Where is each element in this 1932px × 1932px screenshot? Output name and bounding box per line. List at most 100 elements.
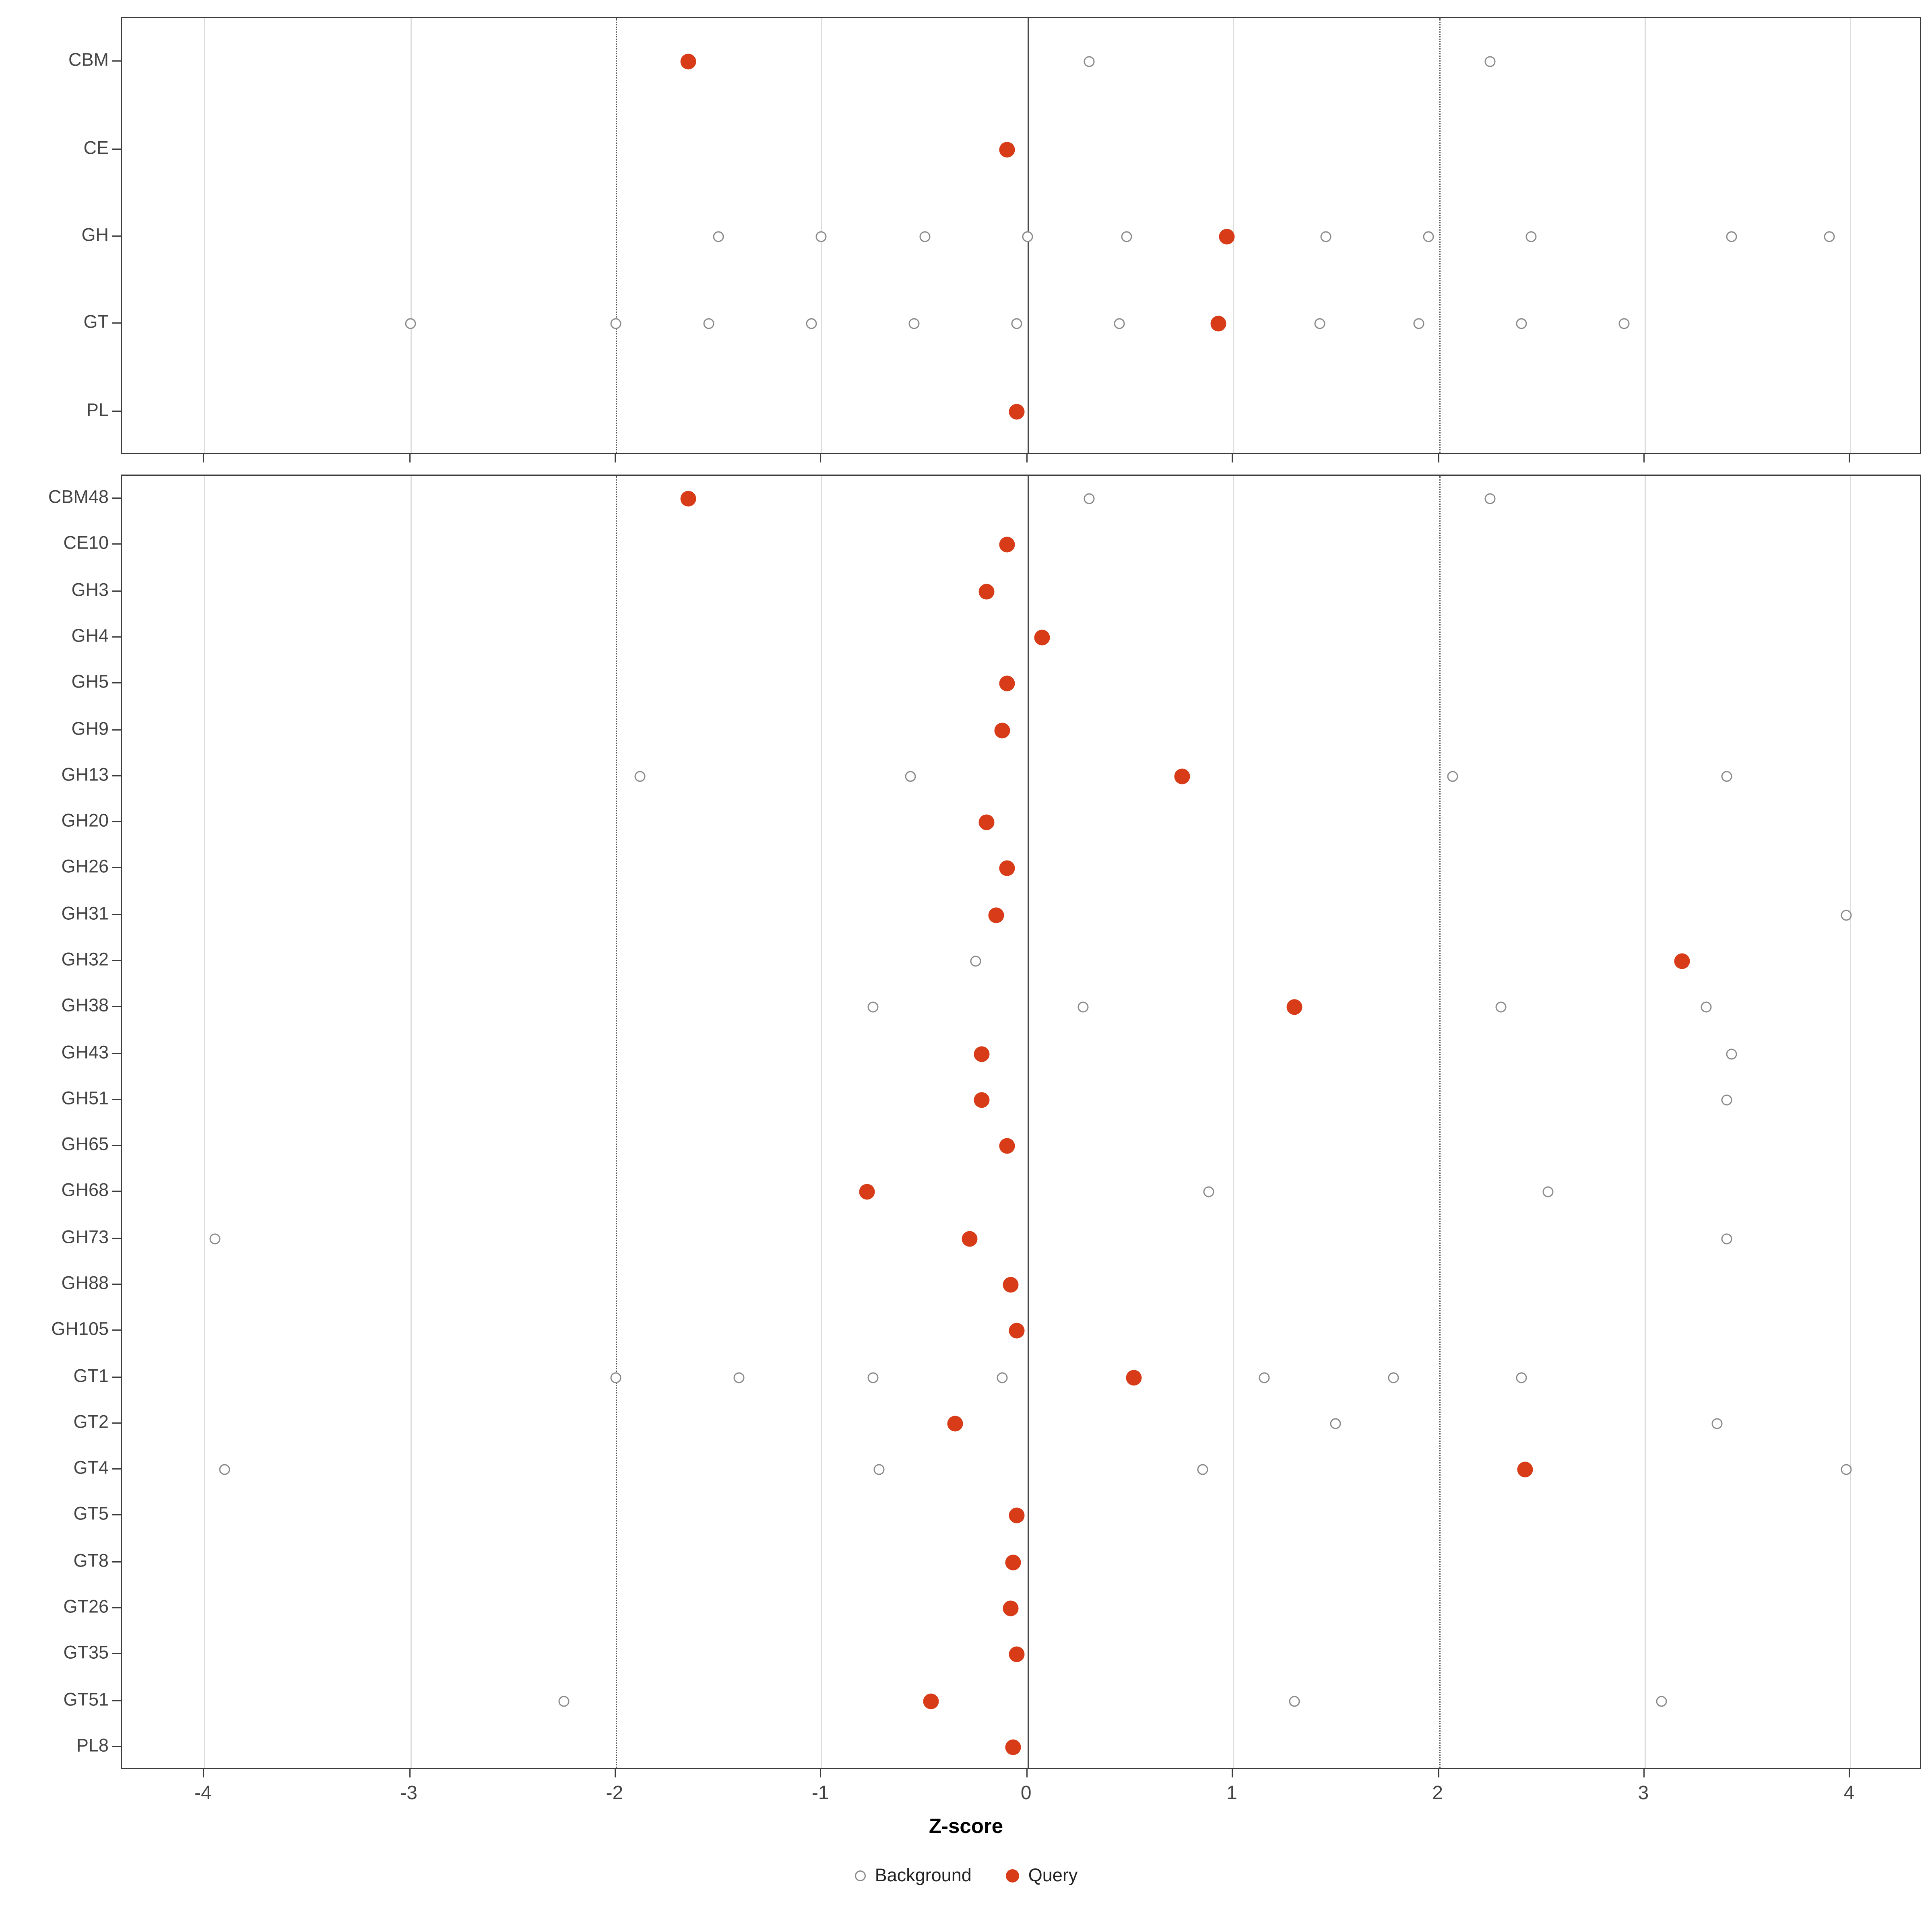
background-point	[635, 771, 646, 782]
background-point	[1484, 493, 1496, 504]
y-axis-tick	[112, 1006, 121, 1007]
background-point	[1121, 231, 1132, 242]
query-point	[1009, 1647, 1025, 1663]
legend-item-query: Query	[1005, 1866, 1077, 1886]
query-point	[999, 537, 1015, 553]
y-axis-label: GH9	[71, 718, 109, 739]
y-axis-tick	[112, 914, 121, 915]
y-axis-tick	[112, 235, 121, 237]
query-point	[1174, 768, 1190, 784]
query-point	[1003, 1277, 1019, 1293]
x-axis-tick	[409, 454, 410, 462]
x-axis-tick	[820, 454, 822, 462]
y-axis-tick	[112, 1237, 121, 1239]
y-axis-label: GH65	[61, 1134, 109, 1155]
y-axis-label: GT26	[63, 1597, 109, 1618]
background-point	[1330, 1418, 1342, 1429]
background-point	[1841, 909, 1852, 921]
y-axis-tick	[112, 1422, 121, 1424]
y-axis-tick	[112, 729, 121, 730]
query-point	[1219, 229, 1235, 245]
background-point	[997, 1372, 1008, 1383]
gridline	[1850, 476, 1852, 1768]
x-axis-tick	[203, 1769, 204, 1777]
y-axis-tick	[112, 544, 121, 545]
background-point	[1841, 1464, 1852, 1475]
y-axis-tick	[112, 1468, 121, 1470]
background-point	[1413, 318, 1424, 330]
background-point	[1824, 231, 1835, 242]
background-point	[873, 1464, 885, 1475]
x-axis-tick-label: -3	[400, 1783, 417, 1804]
query-point	[923, 1693, 939, 1709]
gridline	[1850, 18, 1852, 453]
query-point	[1126, 1369, 1142, 1385]
x-axis-tick	[203, 454, 204, 462]
y-axis-label: GT1	[73, 1366, 109, 1387]
x-axis-tick	[1643, 1769, 1645, 1777]
background-point	[1258, 1372, 1269, 1383]
background-point	[1542, 1187, 1554, 1198]
y-axis-tick	[112, 960, 121, 961]
gridline	[1644, 18, 1646, 453]
background-point	[209, 1233, 220, 1244]
legend: Background Query	[0, 1866, 1932, 1886]
y-axis-tick	[112, 1052, 121, 1054]
background-point	[703, 318, 714, 330]
background-point	[805, 318, 817, 330]
x-axis-tick-label: 0	[1020, 1783, 1032, 1804]
y-axis-tick	[112, 636, 121, 638]
y-axis-label: CE10	[63, 533, 109, 554]
y-axis-label: GH73	[61, 1227, 109, 1248]
y-axis-tick	[112, 821, 121, 823]
query-point	[995, 722, 1011, 738]
query-point	[1005, 1739, 1021, 1755]
background-point	[559, 1695, 570, 1707]
y-axis-label: GT2	[73, 1412, 109, 1433]
gridline	[1644, 476, 1646, 1768]
dotted-reference-line	[1439, 18, 1440, 453]
query-point	[978, 814, 994, 830]
background-point	[1114, 318, 1125, 330]
x-axis-tick	[409, 1769, 410, 1777]
y-axis-label: GH38	[61, 996, 109, 1017]
x-axis-tick-label: 2	[1432, 1783, 1443, 1804]
x-axis-tick	[1849, 1769, 1851, 1777]
y-axis-tick	[112, 775, 121, 776]
background-point	[867, 1002, 879, 1013]
query-point	[999, 676, 1015, 692]
y-axis-tick	[112, 497, 121, 499]
background-point	[970, 956, 981, 967]
query-point	[1003, 1600, 1019, 1616]
dotted-reference-line	[615, 476, 617, 1768]
background-point	[1726, 231, 1737, 242]
y-axis-label: PL	[86, 400, 109, 421]
gridline	[822, 476, 823, 1768]
query-point	[680, 54, 696, 70]
query-point	[1009, 1508, 1025, 1524]
background-point	[1320, 231, 1331, 242]
x-axis-tick	[1232, 454, 1233, 462]
y-axis-tick	[112, 590, 121, 592]
query-point	[999, 861, 1015, 877]
y-axis-tick	[112, 1098, 121, 1100]
y-axis-tick	[112, 1653, 121, 1655]
background-point	[1618, 318, 1630, 330]
query-point	[999, 1138, 1015, 1154]
y-axis-tick	[112, 1515, 121, 1516]
y-axis-label: GT8	[73, 1550, 109, 1571]
query-point	[962, 1230, 978, 1247]
gridline	[410, 476, 411, 1768]
x-axis-tick	[1026, 454, 1028, 462]
gridline	[410, 18, 411, 453]
background-point	[904, 771, 916, 782]
y-axis-tick	[112, 1746, 121, 1747]
y-axis-tick	[112, 1145, 121, 1146]
open-circle-icon	[854, 1870, 865, 1881]
x-axis-tick-label: -4	[194, 1783, 212, 1804]
x-axis-tick-label: 3	[1638, 1783, 1649, 1804]
background-point	[1447, 771, 1459, 782]
query-point	[947, 1416, 963, 1432]
